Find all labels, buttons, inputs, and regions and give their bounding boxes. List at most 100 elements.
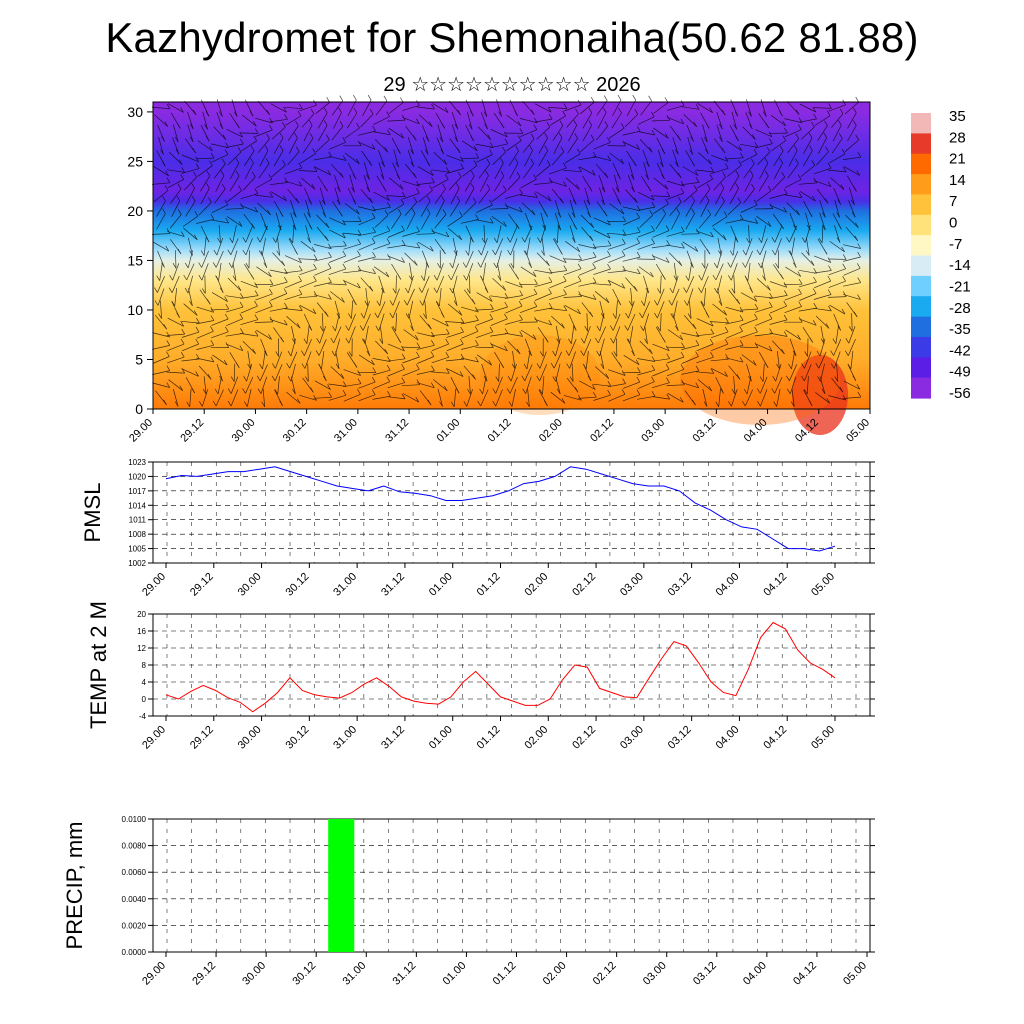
wind-barb-flag xyxy=(781,348,785,355)
wind-barb-flag xyxy=(235,170,240,177)
wind-barb xyxy=(802,150,813,167)
wind-barb xyxy=(405,163,417,179)
wind-barb-flag xyxy=(613,351,618,357)
wind-barb xyxy=(666,356,685,364)
wind-barb-flag xyxy=(276,250,281,256)
wind-barb xyxy=(534,118,553,123)
wind-barb xyxy=(578,256,597,262)
wind-barb-flag xyxy=(337,186,341,193)
wind-barb xyxy=(555,338,561,357)
wind-barb-flag xyxy=(342,250,347,257)
wind-barb xyxy=(596,125,608,141)
wind-barb xyxy=(740,318,758,326)
wind-barb-flag xyxy=(341,297,345,303)
wind-barb-flag xyxy=(788,363,792,370)
wind-barb xyxy=(358,256,376,262)
wind-barb-flag xyxy=(268,271,272,277)
wind-barb xyxy=(210,308,229,311)
wind-barb xyxy=(535,191,552,202)
wind-barb-flag xyxy=(429,185,433,191)
wind-barb-flag xyxy=(328,243,332,249)
wind-barb-flag xyxy=(584,326,589,332)
wind-barb-flag xyxy=(750,158,755,164)
wind-barb-flag xyxy=(269,279,274,285)
wind-barb-flag xyxy=(165,351,170,357)
wind-barb-flag xyxy=(470,136,475,142)
x-tick-label: 30.00 xyxy=(240,960,268,988)
wind-barb xyxy=(566,113,579,128)
wind-barb-flag xyxy=(673,275,678,281)
wind-barb xyxy=(821,224,824,244)
wind-barb xyxy=(452,237,458,256)
wind-barb xyxy=(671,288,680,306)
wind-barb xyxy=(449,201,461,217)
wind-barb-flag xyxy=(764,362,769,368)
wind-barb xyxy=(401,346,420,349)
wind-barb xyxy=(712,227,727,241)
wind-barb-flag xyxy=(221,183,226,190)
wind-barb xyxy=(739,308,759,311)
wind-barb-flag xyxy=(644,338,648,344)
wind-barb xyxy=(653,177,669,190)
wind-barb-flag xyxy=(254,331,259,337)
wind-barb xyxy=(584,187,591,205)
wind-barb-flag xyxy=(754,142,759,148)
wind-barb-flag xyxy=(500,362,505,368)
wind-barb xyxy=(583,200,591,218)
wind-barb-flag xyxy=(617,173,621,180)
wind-barb-flag xyxy=(533,174,537,180)
wind-barb xyxy=(534,318,552,326)
wind-barb xyxy=(524,364,533,381)
wind-barb-flag xyxy=(710,328,715,334)
wind-barb-flag xyxy=(618,107,622,114)
wind-barb xyxy=(168,151,183,165)
wind-barb-flag xyxy=(709,338,714,345)
wind-barb xyxy=(566,377,579,393)
wind-barb-flag xyxy=(812,320,817,326)
wind-barb xyxy=(658,149,664,168)
wind-barb-flag xyxy=(342,232,346,239)
wind-barb xyxy=(789,376,797,394)
wind-barb-flag xyxy=(371,144,376,150)
wind-barb xyxy=(716,124,723,142)
wind-barb-flag xyxy=(709,107,713,113)
wind-barb-flag xyxy=(669,287,674,294)
wind-barb-flag xyxy=(198,275,203,281)
wind-barb-flag xyxy=(690,136,694,142)
wind-barb-flag xyxy=(201,288,206,294)
wind-barb xyxy=(270,191,287,202)
wind-barb-flag xyxy=(854,235,859,241)
wind-barb-flag xyxy=(387,254,391,260)
wind-barb xyxy=(557,224,559,244)
wind-barb-flag xyxy=(251,223,255,229)
wind-barb-flag xyxy=(313,166,318,172)
x-tick-label: 31.12 xyxy=(379,571,407,599)
wind-barb xyxy=(578,282,597,287)
wind-barb xyxy=(418,114,433,127)
wind-barb xyxy=(358,242,376,251)
wind-barb-flag xyxy=(648,95,652,101)
wind-barb-flag xyxy=(575,108,579,114)
x-tick-label: 31.12 xyxy=(391,960,419,988)
wind-barb-flag xyxy=(342,137,347,143)
wind-barb xyxy=(696,318,714,327)
wind-barb-flag xyxy=(506,388,511,394)
wind-barb xyxy=(637,381,655,390)
wind-barb xyxy=(313,156,332,161)
wind-barb xyxy=(271,164,286,178)
wind-barb-flag xyxy=(283,107,287,113)
wind-barb xyxy=(306,325,310,344)
wind-barb xyxy=(465,188,475,205)
wind-barb xyxy=(593,229,611,239)
wind-barb-flag xyxy=(793,145,798,151)
wind-barb-flag xyxy=(782,135,787,141)
wind-barb-flag xyxy=(384,348,389,355)
wind-barb xyxy=(201,389,209,407)
wind-barb xyxy=(259,150,269,167)
wind-barb xyxy=(683,190,698,203)
wind-barb-flag xyxy=(504,301,509,308)
wind-barb xyxy=(284,180,303,187)
wind-barb xyxy=(360,189,373,204)
wind-barb-flag xyxy=(748,376,752,382)
